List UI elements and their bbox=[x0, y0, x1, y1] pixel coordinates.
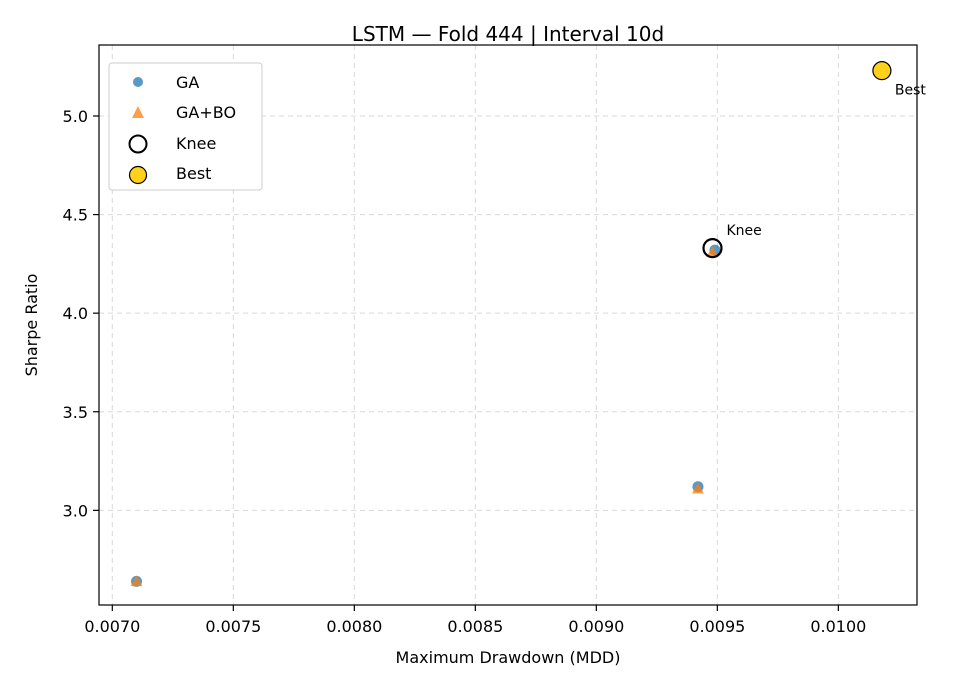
best-point bbox=[872, 61, 892, 81]
x-tick-label: 0.0100 bbox=[810, 617, 866, 636]
legend-best-label: Best bbox=[176, 164, 211, 183]
legend-box bbox=[108, 62, 263, 191]
ga-bo-point bbox=[706, 246, 719, 257]
legend-ga-bo-label: GA+BO bbox=[176, 103, 236, 122]
legend-knee-label: Knee bbox=[176, 134, 216, 153]
plot-frame bbox=[98, 44, 918, 606]
chart-title: LSTM — Fold 444 | Interval 10d bbox=[352, 22, 664, 46]
best-annotation: Best bbox=[895, 83, 927, 99]
y-tick-label: 4.5 bbox=[63, 206, 88, 225]
legend-best-marker bbox=[128, 165, 148, 185]
data-points bbox=[130, 61, 892, 587]
knee-point bbox=[702, 237, 723, 259]
legend-ga-label: GA bbox=[176, 73, 199, 92]
annotations: Knee Best bbox=[727, 83, 927, 239]
legend-ga-bo-marker bbox=[132, 106, 144, 118]
ga-bo-point bbox=[691, 482, 704, 494]
y-tick-label: 5.0 bbox=[63, 107, 88, 126]
y-tick-label: 3.5 bbox=[63, 403, 88, 422]
legend-ga-marker bbox=[133, 77, 143, 87]
x-tick-label: 0.0080 bbox=[326, 617, 382, 636]
knee-annotation: Knee bbox=[727, 223, 762, 239]
x-axis-label: Maximum Drawdown (MDD) bbox=[396, 648, 621, 667]
y-tick-label: 4.0 bbox=[63, 304, 88, 323]
legend: GA GA+BO Knee Best bbox=[108, 62, 263, 191]
x-tick-label: 0.0095 bbox=[689, 617, 745, 636]
axis-ticks: 0.0070 0.0075 0.0080 0.0085 0.0090 0.0095 0.01… bbox=[63, 107, 867, 636]
x-tick-label: 0.0085 bbox=[447, 617, 503, 636]
legend-knee-marker bbox=[128, 134, 148, 154]
y-axis-label: Sharpe Ratio bbox=[22, 274, 41, 377]
x-tick-label: 0.0090 bbox=[568, 617, 624, 636]
x-tick-label: 0.0075 bbox=[205, 617, 261, 636]
ga-bo-point bbox=[130, 575, 143, 587]
y-tick-label: 3.0 bbox=[63, 501, 88, 520]
x-tick-label: 0.0070 bbox=[84, 617, 140, 636]
